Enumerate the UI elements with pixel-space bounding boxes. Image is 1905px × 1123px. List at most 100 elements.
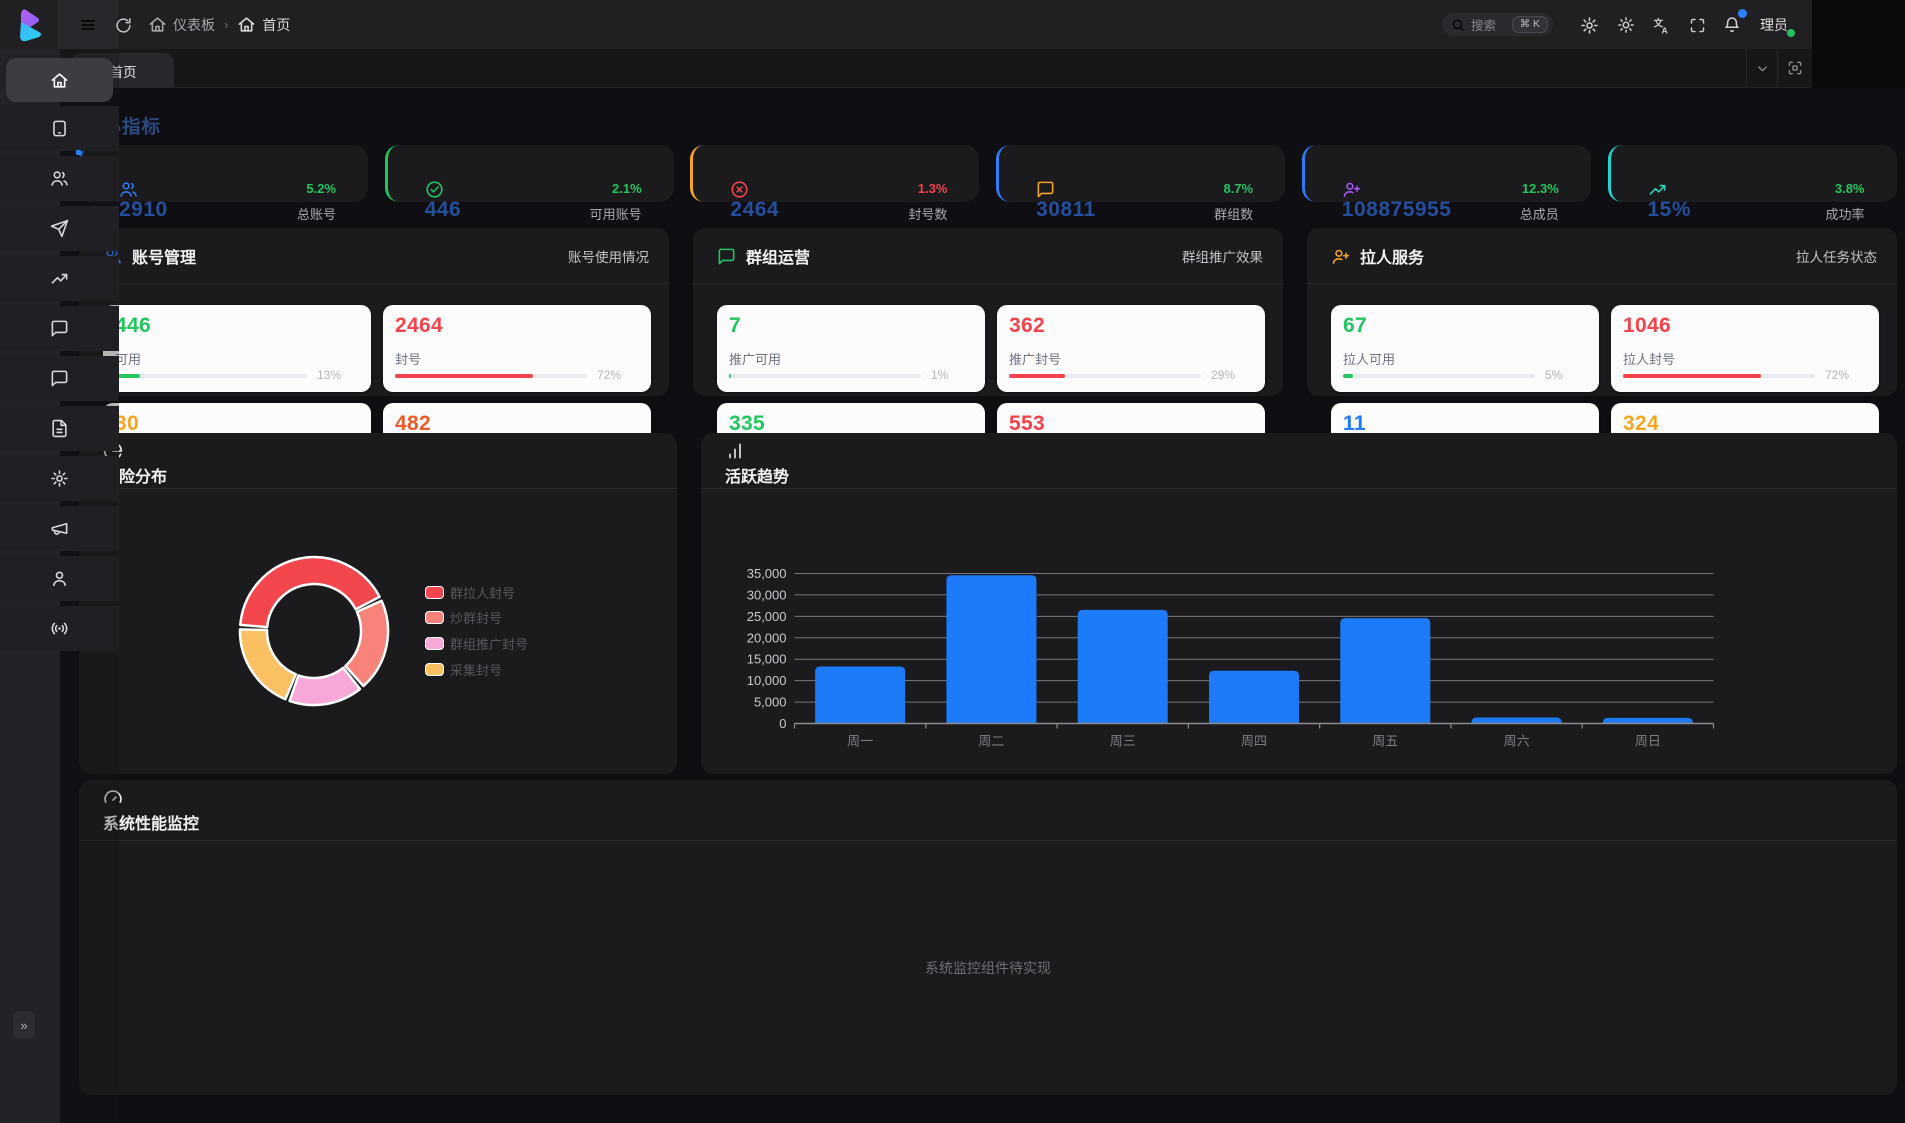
y-tick-label: 30,000 (747, 587, 787, 602)
progress-fill (729, 374, 731, 378)
system-monitor-panel: 系统性能监控 系统监控组件待实现 (79, 780, 1897, 1095)
metric-value: 482 (395, 412, 431, 435)
stat-card-群组数[interactable]: 8.7% 30811 群组数 (996, 145, 1286, 229)
donut-slice-炒群封号[interactable] (344, 599, 390, 688)
sidebar-expand-button[interactable]: » (13, 1011, 35, 1039)
bar-周二[interactable] (946, 575, 1037, 724)
users-icon (119, 180, 138, 199)
stat-card-封号数[interactable]: 1.3% 2464 封号数 (690, 145, 980, 229)
panel-title: 风险分布 (103, 469, 168, 486)
legend-item-炒群封号[interactable]: 炒群封号 (425, 611, 502, 626)
sidebar-item-5-message-square[interactable] (0, 306, 119, 351)
stat-percent: 5.2% (306, 181, 336, 196)
metric-card[interactable]: 446 可用 13% (103, 305, 371, 392)
metric-value: 30 (115, 412, 139, 435)
donut-slice-采集封号[interactable] (238, 628, 298, 701)
breadcrumb-label: 仪表板 (173, 16, 215, 33)
activity-bar-chart[interactable]: 0 5,000 10,000 15,000 20,000 25,000 30,000 35,0… (701, 489, 1897, 774)
metric-card[interactable]: 1046 拉人封号 72% (1611, 305, 1879, 392)
sun-button[interactable] (1613, 12, 1639, 38)
settings-icon (1580, 16, 1599, 35)
bar-周三[interactable] (1077, 609, 1168, 724)
legend-item-群组推广封号[interactable]: 群组推广封号 (425, 636, 528, 652)
stat-card-总账号[interactable]: 5.2% 2910 总账号 (79, 145, 368, 229)
stat-value: 446 (424, 198, 462, 221)
tab-bar: 首页 (0, 49, 1812, 88)
sidebar-item-4-trending-up[interactable] (0, 256, 119, 301)
house-icon (237, 15, 256, 34)
tab-maximize-button[interactable] (1777, 49, 1812, 87)
circle-x-icon (730, 180, 749, 199)
tab-dropdown-button[interactable] (1746, 49, 1777, 87)
sidebar-item-0-house[interactable] (6, 58, 113, 102)
sidebar-item-6-message-square[interactable] (0, 356, 119, 401)
send-icon (50, 219, 69, 238)
sidebar-item-8-settings[interactable] (0, 456, 119, 501)
search-input[interactable]: 搜索 ⌘ K (1442, 13, 1553, 36)
refresh-button[interactable] (108, 10, 138, 40)
legend-item-采集封号[interactable]: 采集封号 (425, 662, 502, 678)
maximize-icon (1689, 17, 1706, 34)
sidebar-item-7-file-text[interactable] (0, 406, 119, 451)
sidebar-item-9-megaphone[interactable] (0, 506, 119, 551)
user-menu[interactable]: 理员 (1760, 13, 1788, 37)
stat-card-成功率[interactable]: 3.8% 15% 成功率 (1607, 145, 1897, 229)
metric-card[interactable]: 67 拉人可用 5% (1331, 305, 1599, 392)
risk-donut-chart[interactable] (79, 489, 677, 774)
y-tick-label: 10,000 (747, 673, 787, 688)
donut-slice-群组推广封号[interactable] (288, 666, 362, 707)
x-tick-label: 周一 (847, 734, 873, 749)
bar-周日[interactable] (1602, 717, 1693, 724)
sidebar-item-1-tablet[interactable] (0, 106, 119, 151)
file-text-icon (50, 419, 69, 438)
breadcrumb-item-home[interactable]: 首页 (237, 15, 290, 35)
bar-周四[interactable] (1209, 670, 1299, 724)
chevrons-right-icon: » (20, 1017, 28, 1033)
metric-card[interactable]: 2464 封号 72% (383, 305, 651, 392)
panel-拉人服务: 拉人服务 拉人任务状态 67 拉人可用 5% 1046 拉人封号 72% (1307, 228, 1897, 396)
scan-icon (1787, 60, 1803, 76)
stat-percent: 3.8% (1834, 181, 1865, 196)
message-square-icon (1036, 180, 1055, 199)
metric-card[interactable]: 362 推广封号 29% (997, 305, 1265, 392)
divider (701, 488, 1897, 489)
donut-slice-群拉人封号[interactable] (239, 555, 381, 629)
metric-label: 推广封号 (1009, 352, 1062, 367)
progress-fill (395, 374, 534, 378)
panel-title: 账号管理 (132, 250, 197, 267)
divider (79, 488, 677, 489)
bar-周一[interactable] (815, 666, 906, 724)
maximize-button[interactable] (1684, 12, 1710, 38)
panel-subtitle: 拉人任务状态 (1796, 250, 1877, 265)
y-tick-label: 35,000 (747, 566, 787, 581)
sidebar-item-10-user[interactable] (0, 556, 119, 601)
bell-icon (1723, 16, 1741, 34)
notification-dot (1738, 9, 1747, 18)
stat-card-总成员[interactable]: 12.3% 108875955 总成员 (1301, 145, 1591, 229)
stat-percent: 12.3% (1521, 181, 1559, 196)
sun-icon (1617, 16, 1635, 34)
progress-percent: 72% (597, 368, 622, 382)
sidebar-toggle-button[interactable] (58, 0, 118, 49)
legend-item-群拉人封号[interactable]: 群拉人封号 (425, 585, 516, 601)
panel-header: 账号管理 账号使用情况 (103, 244, 649, 268)
bar-周五[interactable] (1340, 618, 1431, 724)
settings-button[interactable] (1576, 12, 1602, 38)
sidebar-item-11-radio[interactable] (0, 606, 119, 651)
sidebar-item-2-users[interactable] (0, 156, 119, 201)
metric-value: 553 (1009, 412, 1045, 435)
chevron-down-icon (1755, 61, 1770, 76)
x-tick-label: 周二 (978, 734, 1004, 749)
bar-周六[interactable] (1471, 717, 1562, 724)
progress-track (395, 374, 587, 378)
bell-button[interactable] (1719, 12, 1745, 38)
metric-card[interactable]: 7 推广可用 1% (717, 305, 985, 392)
stat-card-可用账号[interactable]: 2.1% 446 可用账号 (384, 145, 674, 229)
breadcrumb-item-dashboard[interactable]: 仪表板 (148, 15, 215, 35)
stat-value: 15% (1647, 198, 1692, 221)
sidebar-item-3-send[interactable] (0, 206, 119, 251)
legend-label: 群拉人封号 (450, 585, 516, 601)
bar-chart-icon (725, 441, 789, 461)
